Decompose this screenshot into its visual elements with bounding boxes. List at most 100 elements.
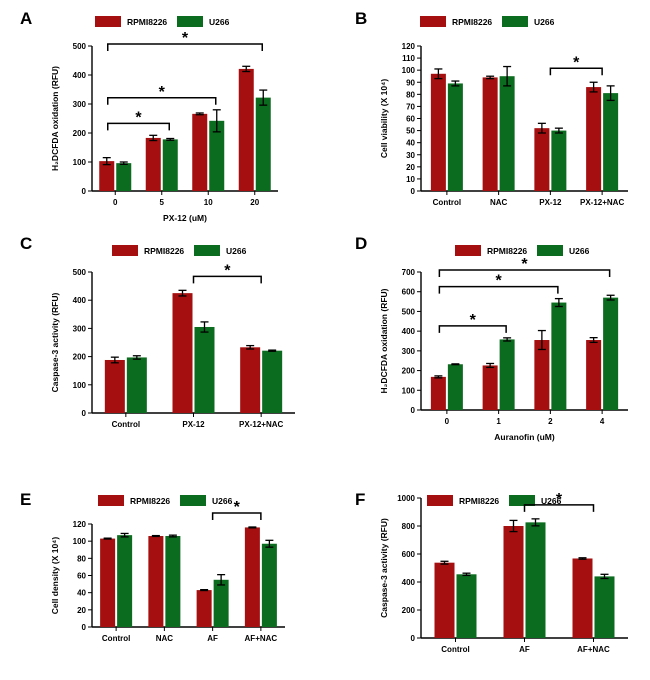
x-tick-label: PX-12+NAC	[239, 420, 283, 429]
bar-u266	[456, 574, 477, 638]
significance-bracket	[192, 275, 262, 284]
x-tick-label: Control	[433, 198, 461, 207]
bar-rpmi8226	[148, 536, 164, 627]
bar-rpmi8226	[192, 113, 208, 191]
y-tick-label: 30	[406, 151, 415, 160]
y-tick-label: 100	[73, 158, 87, 167]
bar-rpmi8226	[99, 161, 115, 191]
x-tick-label: 1	[496, 417, 501, 426]
bar-u266	[551, 302, 567, 410]
legend-label: RPMI8226	[487, 246, 527, 256]
x-axis-label: PX-12 (uM)	[163, 213, 207, 223]
significance-star: *	[556, 491, 563, 508]
significance-bracket	[107, 97, 217, 105]
x-tick-label: AF	[519, 645, 530, 654]
bar-u266	[116, 163, 132, 191]
legend-swatch	[180, 495, 206, 506]
y-tick-label: 60	[77, 572, 86, 581]
significance-bracket	[107, 122, 170, 131]
x-tick-label: PX-12	[539, 198, 562, 207]
y-tick-label: 100	[73, 537, 87, 546]
bar-rpmi8226	[434, 562, 455, 638]
x-tick-label: AF	[207, 634, 218, 643]
y-tick-label: 60	[406, 115, 415, 124]
y-tick-label: 0	[82, 187, 87, 196]
bar-u266	[499, 339, 515, 410]
bar-u266	[262, 350, 283, 413]
bar-rpmi8226	[238, 68, 254, 191]
legend-swatch	[420, 16, 446, 27]
bar-u266	[126, 357, 147, 413]
y-tick-label: 80	[406, 90, 415, 99]
bar-u266	[255, 97, 271, 191]
x-tick-label: PX-12	[182, 420, 205, 429]
chart-panel-c: C 0 100 200 300 400 500 Caspase-3 activity (RFU…	[20, 234, 295, 429]
bar-rpmi8226	[586, 340, 602, 410]
bar-rpmi8226	[482, 77, 498, 191]
bar-u266	[447, 83, 463, 191]
legend-label: RPMI8226	[459, 496, 499, 506]
significance-bracket	[438, 269, 611, 277]
significance-star: *	[159, 84, 166, 101]
y-tick-label: 0	[411, 634, 416, 643]
significance-star: *	[470, 312, 477, 329]
legend-swatch	[194, 245, 220, 256]
panel-label: F	[355, 490, 365, 509]
significance-bracket	[211, 512, 262, 521]
bar-u266	[162, 139, 178, 191]
y-tick-label: 40	[77, 589, 86, 598]
bar-u266	[525, 522, 546, 638]
y-tick-label: 120	[73, 520, 87, 529]
x-tick-label: 4	[600, 417, 605, 426]
bar-u266	[499, 76, 515, 191]
bar-rpmi8226	[196, 590, 212, 627]
y-tick-label: 400	[73, 71, 87, 80]
y-tick-label: 100	[402, 386, 416, 395]
y-axis-label: Cell density (X 10⁴)	[50, 537, 60, 615]
x-tick-label: Control	[441, 645, 469, 654]
bar-u266	[551, 130, 567, 191]
x-tick-label: PX-12+NAC	[580, 198, 624, 207]
y-tick-label: 10	[406, 175, 415, 184]
bar-rpmi8226	[172, 293, 193, 413]
significance-star: *	[234, 499, 241, 516]
y-tick-label: 40	[406, 139, 415, 148]
significance-star: *	[573, 54, 580, 71]
y-tick-label: 50	[406, 127, 415, 136]
y-tick-label: 200	[402, 367, 416, 376]
bar-rpmi8226	[240, 347, 261, 413]
y-tick-label: 500	[73, 42, 87, 51]
significance-bracket	[523, 504, 595, 512]
bar-rpmi8226	[104, 359, 125, 413]
y-tick-label: 800	[402, 522, 416, 531]
x-tick-label: 0	[113, 198, 118, 207]
bar-rpmi8226	[503, 526, 524, 638]
legend-label: U266	[569, 246, 590, 256]
bar-rpmi8226	[534, 340, 550, 410]
legend-swatch	[502, 16, 528, 27]
y-tick-label: 20	[406, 163, 415, 172]
bar-rpmi8226	[534, 128, 550, 191]
significance-star: *	[224, 262, 231, 279]
y-tick-label: 300	[73, 324, 87, 333]
legend-swatch	[427, 495, 453, 506]
y-tick-label: 110	[402, 54, 415, 63]
y-tick-label: 0	[411, 187, 416, 196]
y-tick-label: 200	[73, 353, 87, 362]
x-tick-label: AF+NAC	[577, 645, 610, 654]
x-tick-label: Control	[102, 634, 130, 643]
bar-u266	[261, 543, 277, 627]
legend-label: U266	[541, 496, 562, 506]
bar-rpmi8226	[244, 527, 260, 627]
significance-star: *	[496, 273, 503, 290]
bar-u266	[447, 364, 463, 410]
panel-label: E	[20, 490, 31, 509]
significance-bracket	[107, 43, 263, 51]
y-axis-label: Cell viability (X 10⁴)	[379, 79, 389, 158]
y-tick-label: 90	[406, 78, 415, 87]
legend-label: U266	[212, 496, 233, 506]
bar-rpmi8226	[430, 73, 446, 191]
legend-label: U266	[209, 17, 230, 27]
